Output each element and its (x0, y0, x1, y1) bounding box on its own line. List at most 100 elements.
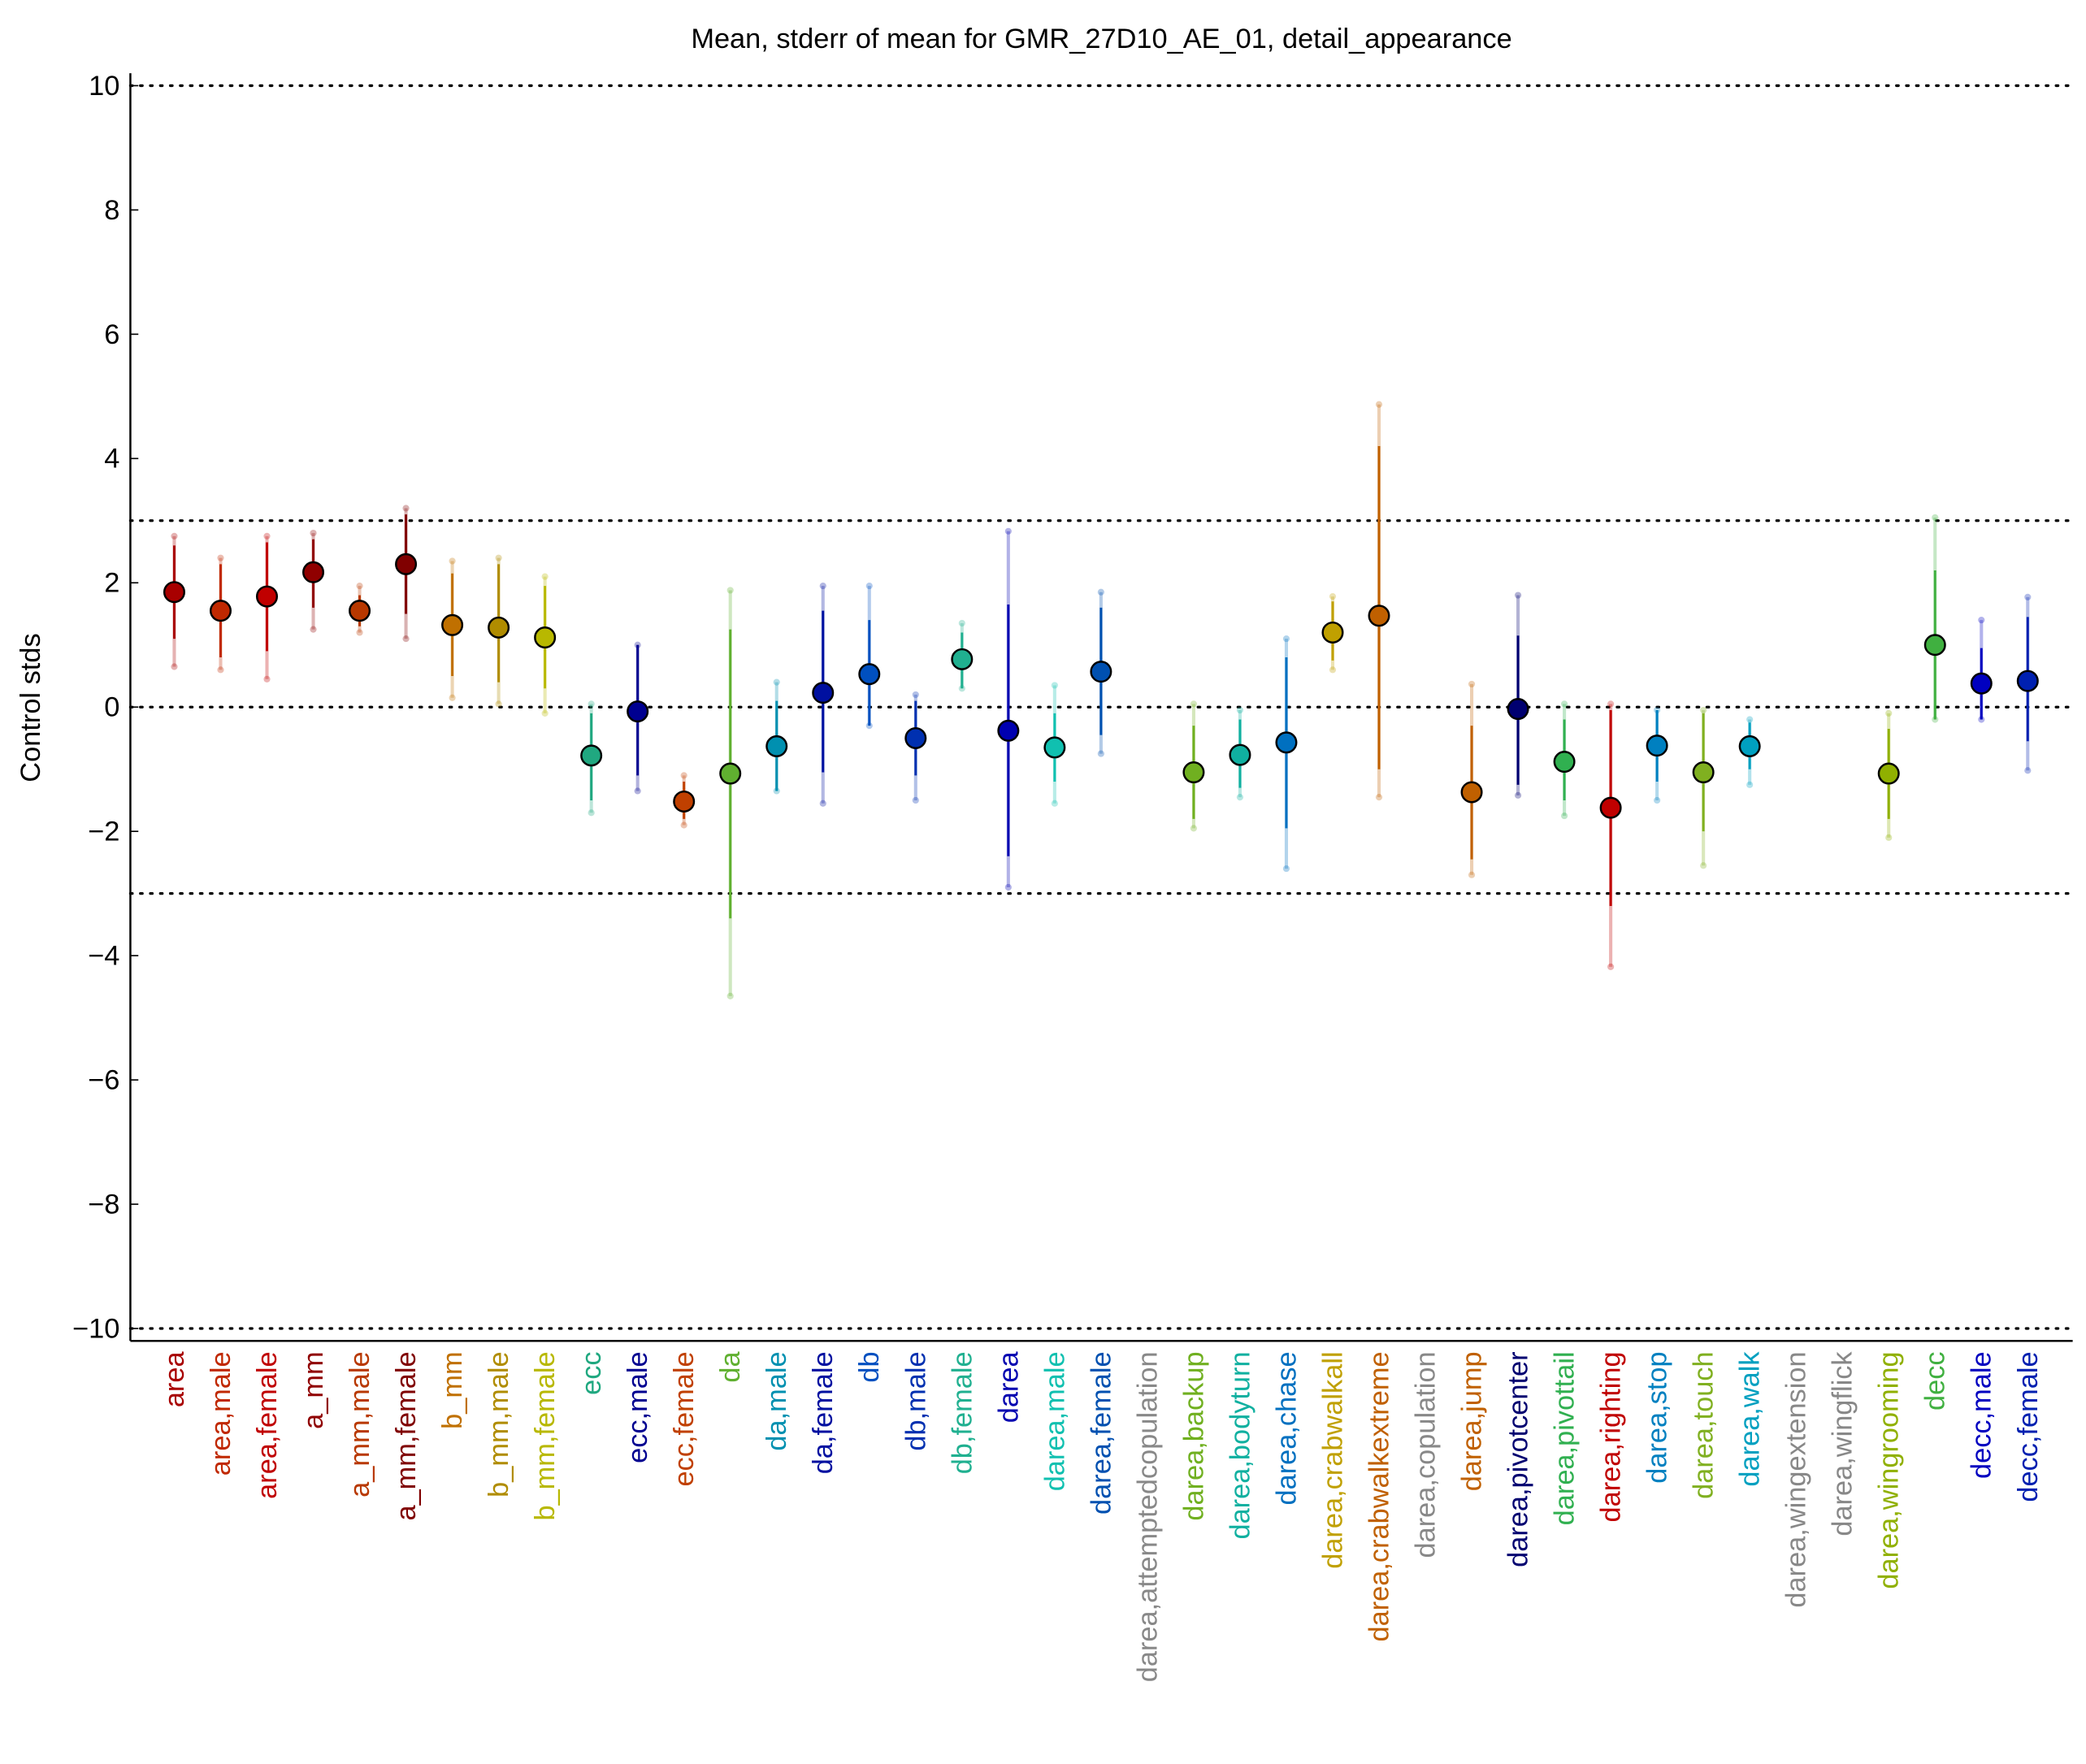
range-end (1700, 862, 1707, 869)
x-tick-label: db,male (900, 1351, 931, 1450)
range-end (1468, 680, 1476, 688)
mean-marker (1182, 761, 1205, 784)
range-end (680, 821, 687, 829)
range-end (217, 666, 224, 674)
mean-marker (488, 616, 510, 639)
x-tick-label: da,female (808, 1351, 839, 1474)
range-end (588, 809, 595, 817)
y-axis-label: Control stds (15, 633, 46, 782)
mean-marker (1970, 672, 1993, 695)
range-end (1375, 794, 1383, 801)
y-tick-label: −4 (88, 941, 119, 972)
x-tick-label: darea,jump (1457, 1351, 1488, 1491)
mean-marker (1923, 634, 1946, 657)
range-end (1236, 706, 1244, 714)
y-tick-label: −8 (88, 1190, 119, 1220)
range-end (726, 587, 734, 594)
mean-marker (1646, 735, 1668, 757)
x-tick-label: darea,attemptedcopulation (1132, 1351, 1163, 1682)
x-tick-label: darea,backup (1178, 1351, 1209, 1520)
y-tick-label: −6 (88, 1065, 119, 1096)
range-end (1514, 791, 1522, 799)
range-end (1885, 834, 1893, 841)
x-tick-label: darea (993, 1351, 1024, 1424)
mean-marker (1275, 731, 1298, 754)
range-end (1190, 825, 1198, 832)
x-tick-label: area,male (206, 1351, 236, 1476)
range-end (2024, 767, 2032, 774)
mean-marker (580, 744, 603, 767)
range-end (588, 700, 595, 708)
range-end (1097, 588, 1104, 596)
range-end (1746, 716, 1754, 723)
x-tick-label: darea,chase (1271, 1351, 1302, 1505)
range-end (634, 787, 641, 795)
y-tick-label: −2 (88, 817, 119, 847)
range-end (1190, 700, 1198, 708)
range-end (1051, 682, 1058, 689)
mean-marker (1738, 735, 1761, 757)
y-tick-label: 4 (104, 444, 119, 475)
mean-marker (302, 561, 325, 583)
x-tick-label: darea,stop (1642, 1351, 1673, 1483)
mean-marker (997, 719, 1020, 742)
range-end (495, 700, 502, 708)
range-end (819, 582, 826, 590)
range-end (402, 505, 410, 512)
range-end (773, 678, 780, 686)
mean-marker (534, 626, 557, 649)
range-end (1097, 750, 1104, 757)
range-end (495, 554, 502, 561)
range-end (1468, 871, 1476, 878)
mean-marker (349, 600, 371, 622)
x-tick-label: darea,wingrooming (1874, 1351, 1905, 1588)
mean-marker (1090, 661, 1112, 683)
range-end (1329, 592, 1337, 600)
mean-marker (1507, 698, 1529, 721)
mean-marker (1229, 743, 1251, 766)
x-tick-label: a_mm,male (345, 1351, 375, 1497)
range-end (541, 573, 549, 580)
x-tick-label: darea,wingflick (1828, 1351, 1858, 1536)
range-end (1932, 514, 1939, 522)
chart-title: Mean, stderr of mean for GMR_27D10_AE_01… (691, 24, 1511, 54)
x-tick-label: ecc (576, 1351, 607, 1394)
range-end (402, 635, 410, 643)
x-tick-label: darea,female (1086, 1351, 1117, 1515)
x-tick-label: darea,pivotcenter (1503, 1351, 1534, 1567)
x-tick-label: decc (1920, 1351, 1951, 1411)
mean-marker (627, 700, 649, 723)
x-tick-label: ecc,female (669, 1351, 700, 1486)
mean-marker (1877, 762, 1900, 785)
range-end (310, 529, 317, 537)
x-tick-label: darea,righting (1596, 1351, 1627, 1522)
y-tick-label: −10 (72, 1313, 119, 1344)
range-end (680, 772, 687, 779)
range-end (449, 557, 456, 565)
range-end (726, 992, 734, 999)
mean-marker (812, 682, 835, 704)
range-end (1236, 794, 1244, 801)
range-end (356, 582, 363, 590)
range-end (2024, 593, 2032, 600)
mean-marker (765, 735, 788, 757)
range-end (1700, 706, 1707, 714)
range-end (310, 626, 317, 633)
x-tick-label: darea,crabwalkall (1317, 1351, 1348, 1568)
mean-marker (441, 613, 464, 636)
range-end (449, 694, 456, 701)
range-end (1282, 635, 1290, 643)
x-tick-label: b_mm (437, 1351, 468, 1428)
range-end (912, 691, 919, 699)
mean-marker (163, 581, 185, 604)
mean-marker (1368, 605, 1390, 627)
x-tick-label: area,female (252, 1351, 283, 1498)
y-tick-label: 10 (89, 71, 119, 102)
x-tick-label: db,female (947, 1351, 978, 1474)
x-tick-label: darea,crabwalkextreme (1364, 1351, 1394, 1641)
x-tick-label: ecc,male (622, 1351, 653, 1463)
x-tick-label: decc,male (1967, 1351, 1997, 1479)
mean-marker (858, 663, 881, 686)
range-end (1978, 617, 1985, 624)
